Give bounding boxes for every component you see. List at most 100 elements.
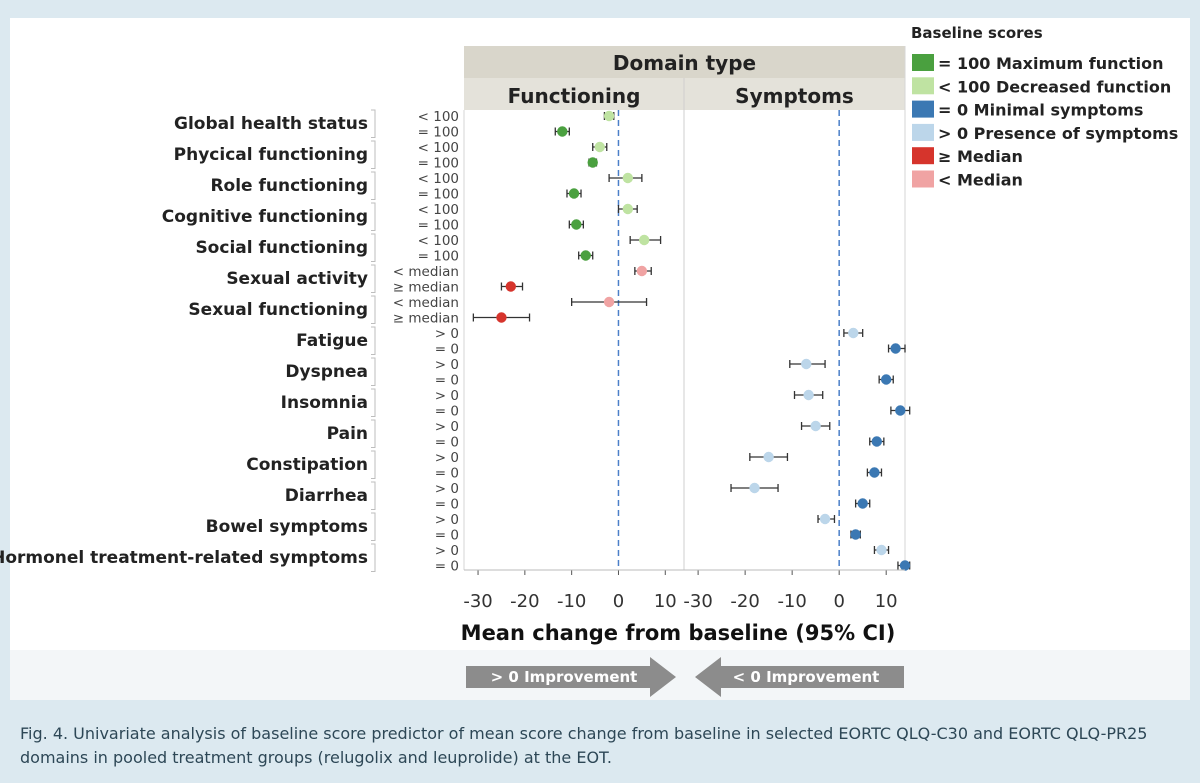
domain-type-header: [464, 46, 905, 78]
subgroup-label: < 100: [418, 233, 459, 249]
facet-title-functioning: Functioning: [508, 84, 641, 108]
category-label: Role functioning: [210, 176, 368, 196]
legend-swatch: [912, 100, 934, 118]
category-bracket: [371, 357, 376, 386]
right-arrow-label: < 0 Improvement: [733, 668, 880, 686]
category-bracket: [371, 326, 376, 355]
data-point: [639, 234, 650, 246]
data-point: [848, 327, 859, 339]
data-point: [801, 358, 812, 370]
figure-panel: [10, 18, 1190, 650]
category-label: Constipation: [246, 455, 368, 475]
subgroup-label: < median: [393, 264, 459, 280]
subgroup-label: > 0: [435, 388, 459, 404]
category-label: Social functioning: [195, 238, 368, 258]
legend-label: < Median: [938, 171, 1023, 190]
subgroup-label: = 0: [435, 466, 459, 482]
category-label: Phycical functioning: [174, 145, 368, 165]
subgroup-label: = 0: [435, 404, 459, 420]
category-label: Bowel symptoms: [206, 517, 368, 537]
data-point: [587, 157, 598, 168]
subgroup-label: < median: [393, 295, 459, 311]
subgroup-label: < 100: [418, 140, 459, 156]
subgroup-label: > 0: [435, 419, 459, 435]
subgroup-label: = 100: [418, 249, 459, 265]
x-tick-label: -20: [510, 591, 539, 612]
x-tick-label: 10: [654, 591, 677, 612]
category-label: Hormonel treatment-related symptoms: [0, 548, 368, 568]
data-point: [568, 188, 580, 199]
category-label: Insomnia: [281, 393, 368, 413]
legend-swatch: [912, 170, 934, 188]
category-label: Pain: [327, 424, 368, 444]
subgroup-label: > 0: [435, 357, 459, 373]
data-point: [505, 281, 517, 292]
category-label: Diarrhea: [285, 486, 368, 506]
left-arrow-label: > 0 Improvement: [491, 668, 638, 686]
data-point: [819, 513, 831, 525]
category-bracket: [371, 450, 376, 479]
x-tick-label: -20: [730, 591, 759, 612]
category-bracket: [371, 109, 376, 138]
data-point: [810, 420, 821, 432]
subgroup-label: = 100: [418, 218, 459, 234]
category-label: Sexual activity: [226, 269, 368, 289]
legend: Baseline scores = 100 Maximum function < 1…: [911, 24, 1178, 190]
category-bracket: [371, 233, 376, 262]
x-tick-label: -30: [463, 591, 492, 612]
category-bracket: [371, 264, 376, 293]
data-point: [636, 265, 648, 277]
facet-header-1: [684, 78, 905, 110]
legend-swatch: [912, 123, 934, 141]
subgroup-label: > 0: [435, 450, 459, 466]
category-bracket: [371, 140, 376, 169]
category-bracket: [371, 481, 376, 510]
domain-type-title: Domain type: [613, 51, 756, 75]
subgroup-label: < 100: [418, 171, 459, 187]
legend-title: Baseline scores: [911, 24, 1043, 42]
category-bracket: [371, 512, 376, 541]
x-axis-title: Mean change from baseline (95% CI): [461, 621, 896, 645]
subgroup-label: = 0: [435, 373, 459, 389]
data-point: [622, 203, 634, 215]
data-point: [603, 110, 615, 122]
improvement-arrows: > 0 Improvement < 0 Improvement: [466, 657, 904, 697]
data-point: [857, 498, 868, 509]
category-label: Cognitive functioning: [162, 207, 368, 227]
data-point: [876, 544, 887, 556]
right-arrow-shape: [466, 657, 676, 697]
category-bracket: [371, 543, 376, 572]
plot-marks: [472, 110, 911, 571]
legend-label: > 0 Presence of symptoms: [938, 124, 1178, 143]
category-bracket: [371, 419, 376, 448]
data-point: [557, 126, 568, 137]
x-axis: -30 -20 -10 0 10 -30 -20 -10 0 10 Mean change from…: [461, 569, 905, 645]
subgroup-label: < 100: [418, 202, 459, 218]
category-label: Sexual functioning: [188, 300, 368, 320]
x-tick-label: -10: [557, 591, 586, 612]
x-tick-label: 0: [613, 591, 624, 612]
legend-swatch: [912, 147, 934, 165]
category-bracket: [371, 202, 376, 231]
data-point: [803, 389, 814, 401]
subgroup-label: = 0: [435, 435, 459, 451]
legend-label: < 100 Decreased function: [938, 77, 1171, 96]
legend-label: = 100 Maximum function: [938, 54, 1164, 73]
data-point: [571, 219, 582, 230]
facet-header-0: [464, 78, 684, 110]
data-point: [496, 312, 507, 323]
data-point: [890, 343, 901, 354]
left-arrow-shape: [695, 657, 904, 697]
category-bracket: [371, 171, 376, 200]
legend-label: = 0 Minimal symptoms: [938, 101, 1143, 120]
subgroup-label: = 0: [435, 342, 459, 358]
data-point: [622, 172, 634, 184]
plot-frame: Domain type Functioning Symptoms: [463, 46, 906, 570]
data-point: [594, 141, 605, 153]
legend-label: ≥ Median: [938, 147, 1023, 166]
facet-title-symptoms: Symptoms: [735, 84, 854, 108]
data-point: [749, 482, 760, 494]
subgroup-label: = 100: [418, 156, 459, 172]
subgroup-label: > 0: [435, 512, 459, 528]
